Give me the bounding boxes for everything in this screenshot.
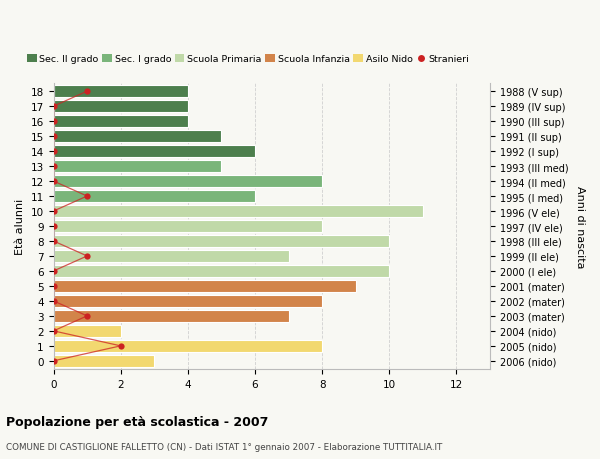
Bar (53, 296, 322, 307)
Bar (53, 251, 289, 262)
Bar (53, 161, 221, 173)
Text: Popolazione per età scolastica - 2007: Popolazione per età scolastica - 2007 (6, 415, 268, 428)
Bar (53, 116, 188, 128)
Legend: Sec. II grado, Sec. I grado, Scuola Primaria, Scuola Infanzia, Asilo Nido, Stran: Sec. II grado, Sec. I grado, Scuola Prim… (23, 51, 473, 68)
Bar (53, 265, 389, 277)
Bar (53, 176, 322, 187)
Bar (53, 191, 255, 202)
Bar (53, 206, 423, 218)
Bar (53, 101, 188, 113)
Bar (53, 235, 389, 247)
Bar (53, 355, 154, 367)
Bar (53, 340, 322, 352)
Y-axis label: Età alunni: Età alunni (15, 198, 25, 255)
Bar (53, 221, 322, 232)
Bar (53, 310, 289, 322)
Text: COMUNE DI CASTIGLIONE FALLETTO (CN) - Dati ISTAT 1° gennaio 2007 - Elaborazione : COMUNE DI CASTIGLIONE FALLETTO (CN) - Da… (6, 442, 442, 451)
Y-axis label: Anni di nascita: Anni di nascita (575, 185, 585, 268)
Bar (53, 325, 121, 337)
Bar (53, 86, 188, 98)
Bar (53, 280, 356, 292)
Bar (53, 131, 221, 143)
Bar (53, 146, 255, 157)
